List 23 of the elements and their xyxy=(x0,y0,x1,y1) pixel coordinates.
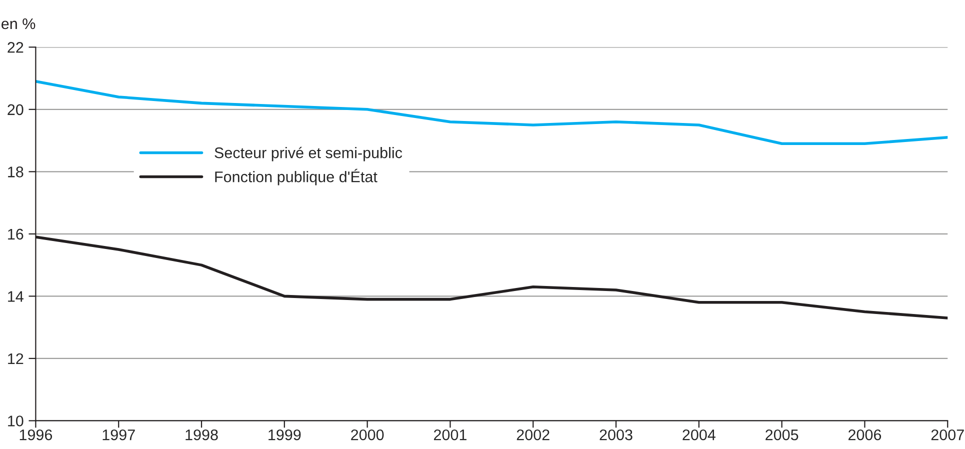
x-tick-label: 2001 xyxy=(434,429,466,440)
y-tick-label: 18 xyxy=(8,166,24,178)
x-tick-label: 1999 xyxy=(268,429,301,440)
x-tick-label: 2000 xyxy=(351,429,384,440)
y-tick-label: 12 xyxy=(8,353,24,364)
y-axis-title: en % xyxy=(2,18,36,30)
x-tick-label: 2007 xyxy=(931,429,964,440)
y-tick-label: 22 xyxy=(8,42,24,53)
x-tick-label: 1998 xyxy=(186,429,218,440)
line-series xyxy=(36,80,948,146)
y-tick-label: 16 xyxy=(8,228,24,240)
legend-label: Secteur privé et semi-public xyxy=(214,146,402,162)
x-tick-label: 2006 xyxy=(848,429,882,440)
x-tick-label: 1997 xyxy=(102,429,135,440)
x-tick-label: 2005 xyxy=(766,429,798,440)
x-tick-label: 2002 xyxy=(516,429,550,440)
y-tick-label: 20 xyxy=(8,104,24,116)
y-tick-label: 10 xyxy=(8,416,24,426)
legend-label: Fonction publique d'État xyxy=(215,168,378,186)
x-tick-label: 2003 xyxy=(600,429,632,440)
y-tick-label: 14 xyxy=(8,291,24,302)
x-tick-label: 2004 xyxy=(682,429,716,440)
x-tick-label: 1996 xyxy=(20,429,52,440)
